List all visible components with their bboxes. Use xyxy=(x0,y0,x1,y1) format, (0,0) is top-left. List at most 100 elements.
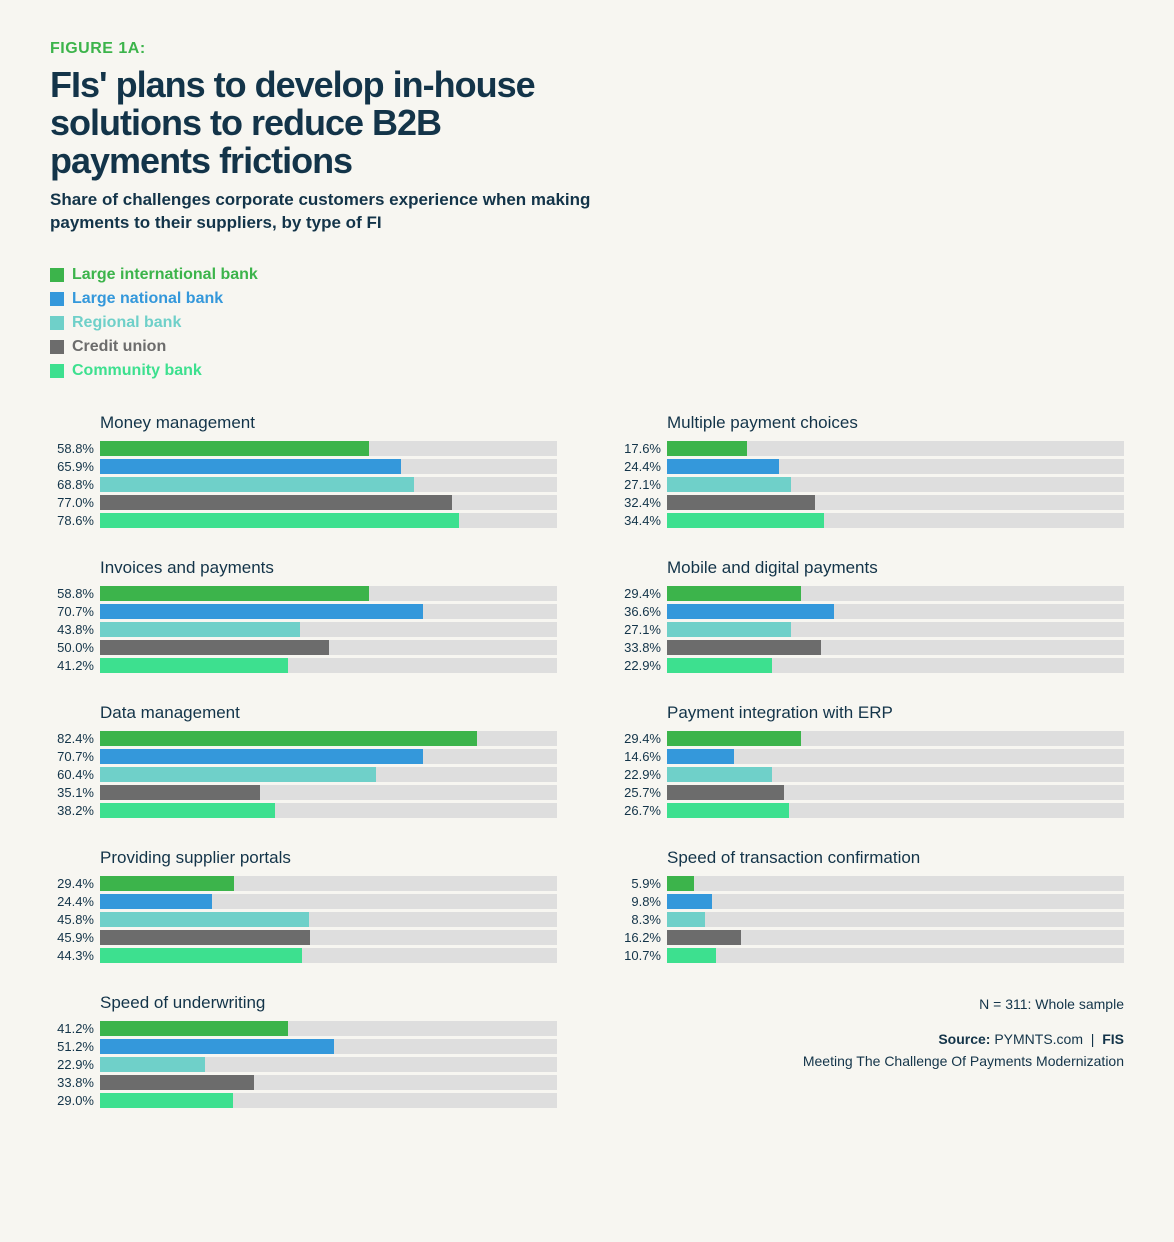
bar-row: 58.8% xyxy=(50,441,557,456)
chart-group: Money management58.8%65.9%68.8%77.0%78.6… xyxy=(50,413,557,528)
legend-label: Large international bank xyxy=(72,263,258,287)
bar-value-label: 22.9% xyxy=(617,658,667,673)
legend-item: Large national bank xyxy=(50,287,1124,311)
bar-row: 26.7% xyxy=(617,803,1124,818)
chart-subtitle: Share of challenges corporate customers … xyxy=(50,189,610,235)
legend-swatch xyxy=(50,316,64,330)
bar-track xyxy=(100,948,557,963)
bar-fill xyxy=(100,930,310,945)
bar-fill xyxy=(100,640,329,655)
group-title: Providing supplier portals xyxy=(100,848,557,868)
bar-track xyxy=(100,1075,557,1090)
bar-row: 44.3% xyxy=(50,948,557,963)
bar-track xyxy=(667,495,1124,510)
bar-track xyxy=(667,658,1124,673)
bar-fill xyxy=(667,477,791,492)
bar-row: 29.0% xyxy=(50,1093,557,1108)
legend-label: Credit union xyxy=(72,335,166,359)
bar-fill xyxy=(100,658,288,673)
bar-row: 33.8% xyxy=(617,640,1124,655)
bar-track xyxy=(100,604,557,619)
bar-row: 10.7% xyxy=(617,948,1124,963)
bar-fill xyxy=(667,894,712,909)
bar-fill xyxy=(667,513,824,528)
bar-track xyxy=(667,622,1124,637)
bar-row: 34.4% xyxy=(617,513,1124,528)
bar-row: 25.7% xyxy=(617,785,1124,800)
bar-fill xyxy=(667,785,784,800)
bar-track xyxy=(100,495,557,510)
group-title: Payment integration with ERP xyxy=(667,703,1124,723)
bar-row: 14.6% xyxy=(617,749,1124,764)
bar-row: 77.0% xyxy=(50,495,557,510)
bar-value-label: 24.4% xyxy=(50,894,100,909)
bar-row: 45.8% xyxy=(50,912,557,927)
chart-group: Data management82.4%70.7%60.4%35.1%38.2% xyxy=(50,703,557,818)
bar-row: 60.4% xyxy=(50,767,557,782)
source-line: Source: PYMNTS.com | FIS xyxy=(617,1028,1124,1050)
bar-track xyxy=(667,604,1124,619)
bar-value-label: 34.4% xyxy=(617,513,667,528)
bar-row: 17.6% xyxy=(617,441,1124,456)
bar-value-label: 29.4% xyxy=(617,586,667,601)
bar-fill xyxy=(100,459,401,474)
bar-row: 16.2% xyxy=(617,930,1124,945)
bar-row: 29.4% xyxy=(617,731,1124,746)
bar-value-label: 82.4% xyxy=(50,731,100,746)
bar-value-label: 26.7% xyxy=(617,803,667,818)
bar-track xyxy=(100,513,557,528)
bar-value-label: 22.9% xyxy=(617,767,667,782)
bar-value-label: 32.4% xyxy=(617,495,667,510)
bar-row: 43.8% xyxy=(50,622,557,637)
bar-row: 38.2% xyxy=(50,803,557,818)
bar-value-label: 24.4% xyxy=(617,459,667,474)
bar-value-label: 8.3% xyxy=(617,912,667,927)
bar-value-label: 27.1% xyxy=(617,477,667,492)
bar-row: 22.9% xyxy=(50,1057,557,1072)
bar-track xyxy=(100,785,557,800)
bar-row: 78.6% xyxy=(50,513,557,528)
bar-row: 45.9% xyxy=(50,930,557,945)
bar-value-label: 36.6% xyxy=(617,604,667,619)
bar-track xyxy=(100,930,557,945)
charts-column-right: Multiple payment choices 17.6% 24.4% 27.1% 3… xyxy=(617,413,1124,1111)
bar-value-label: 70.7% xyxy=(50,604,100,619)
chart-group: Providing supplier portals29.4%24.4%45.8… xyxy=(50,848,557,963)
bar-track xyxy=(667,894,1124,909)
legend-swatch xyxy=(50,292,64,306)
bar-value-label: 27.1% xyxy=(617,622,667,637)
bar-track xyxy=(667,785,1124,800)
bar-fill xyxy=(667,731,801,746)
bar-value-label: 5.9% xyxy=(617,876,667,891)
bar-row: 65.9% xyxy=(50,459,557,474)
bar-track xyxy=(100,1021,557,1036)
bar-fill xyxy=(667,876,694,891)
bar-track xyxy=(100,912,557,927)
report-name: Meeting The Challenge Of Payments Modern… xyxy=(617,1050,1124,1072)
bar-track xyxy=(100,477,557,492)
bar-row: 9.8% xyxy=(617,894,1124,909)
bar-row: 41.2% xyxy=(50,1021,557,1036)
bar-value-label: 44.3% xyxy=(50,948,100,963)
bar-row: 27.1% xyxy=(617,622,1124,637)
bar-track xyxy=(100,767,557,782)
group-title: Multiple payment choices xyxy=(667,413,1124,433)
bar-track xyxy=(667,749,1124,764)
legend-item: Large international bank xyxy=(50,263,1124,287)
bar-fill xyxy=(100,767,376,782)
bar-fill xyxy=(100,785,260,800)
bar-track xyxy=(667,441,1124,456)
bar-fill xyxy=(100,586,369,601)
group-title: Invoices and payments xyxy=(100,558,557,578)
bar-row: 22.9% xyxy=(617,658,1124,673)
bar-track xyxy=(100,441,557,456)
group-title: Money management xyxy=(100,413,557,433)
bar-fill xyxy=(667,803,789,818)
bar-fill xyxy=(100,1039,334,1054)
bar-track xyxy=(100,731,557,746)
bar-fill xyxy=(100,912,309,927)
bar-fill xyxy=(100,731,477,746)
bar-track xyxy=(667,930,1124,945)
bar-track xyxy=(100,640,557,655)
bar-fill xyxy=(100,1093,233,1108)
